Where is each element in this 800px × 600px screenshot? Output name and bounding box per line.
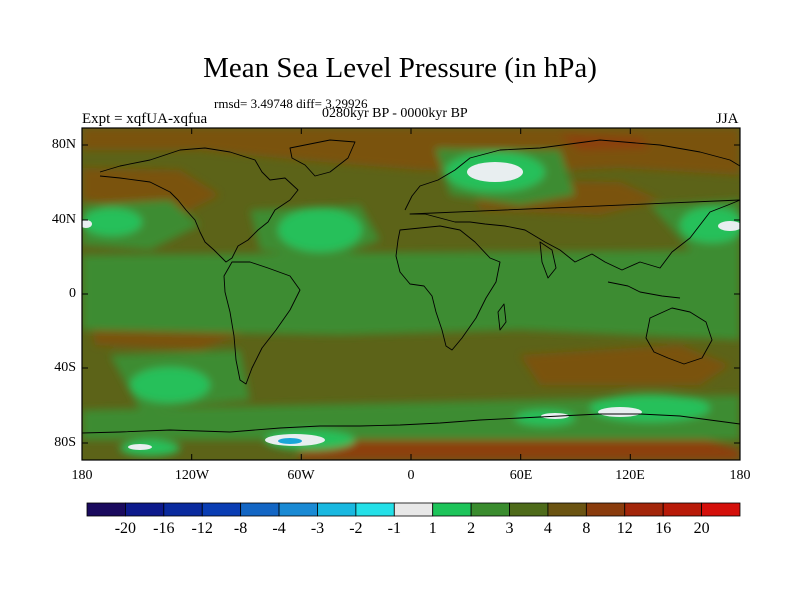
coastlines — [82, 139, 740, 434]
colorbar-label: 12 — [616, 520, 633, 537]
colorbar-label: 8 — [582, 520, 591, 537]
colorbar-label: -16 — [153, 520, 175, 537]
region-low-southern-ocean — [82, 395, 740, 440]
colorbar-label: -3 — [310, 520, 325, 537]
colorbar-label: 20 — [693, 520, 710, 537]
region-low-tropics — [82, 250, 740, 340]
colorbar-box — [624, 502, 664, 517]
lat-label-80s: 80S — [54, 435, 76, 450]
region-high-arctic-core — [560, 135, 650, 150]
coast-greenland — [289, 139, 356, 177]
colorbar-box — [432, 502, 472, 517]
lon-label-120e: 120E — [615, 468, 645, 483]
colorbar-box — [470, 502, 510, 517]
colorbar-box — [317, 502, 357, 517]
region-level1-west-pacific — [82, 220, 92, 228]
lon-label-180e: 180 — [729, 468, 751, 483]
axis-ticks — [82, 128, 740, 460]
colorbar-box — [278, 502, 318, 517]
lon-label-0: 0 — [407, 468, 415, 483]
colorbar-label: 3 — [505, 520, 514, 537]
region-level1-scandinavia — [467, 162, 523, 182]
colorbar — [86, 502, 741, 517]
coast-africa — [395, 225, 501, 351]
coast-indonesia — [607, 281, 681, 299]
colorbar-label: 16 — [655, 520, 672, 537]
lat-label-80n: 80N — [51, 137, 76, 152]
lat-label-40n: 40N — [51, 212, 76, 227]
region-level1-east-pacific — [718, 221, 740, 231]
colorbar-box — [701, 502, 741, 517]
colorbar-label: 2 — [467, 520, 476, 537]
colorbar-label: -12 — [191, 520, 213, 537]
colorbar-label: -20 — [114, 520, 137, 537]
lon-label-180w: 180 — [71, 468, 93, 483]
colorbar-box — [125, 502, 165, 517]
coast-north-america — [99, 147, 299, 263]
colorbar-box — [547, 502, 587, 517]
region-level2-west-pacific — [82, 208, 142, 236]
coast-madagascar — [497, 303, 507, 331]
colorbar-label: -8 — [233, 520, 248, 537]
colorbar-label: -4 — [272, 520, 286, 537]
season-label: JJA — [716, 111, 739, 127]
colorbar-box — [509, 502, 549, 517]
chart-title: Mean Sea Level Pressure (in hPa) — [203, 52, 597, 84]
colorbar-box — [240, 502, 280, 517]
lon-label-120w: 120W — [174, 468, 210, 483]
region-level2-east-pacific — [680, 207, 740, 243]
colorbar-box — [163, 502, 203, 517]
colorbar-box — [393, 502, 434, 517]
region-high-indian-ocean — [520, 345, 730, 385]
coast-india — [539, 241, 557, 279]
colorbar-label: -1 — [387, 520, 401, 537]
region-level-minus2-weddell — [278, 438, 302, 444]
coast-australia — [645, 307, 713, 365]
experiment-text: Expt = xqfUA-xqfua — [82, 111, 208, 127]
lon-label-60w: 60W — [287, 468, 315, 483]
coast-eurasia — [404, 139, 740, 271]
lat-label-0: 0 — [69, 286, 76, 301]
stats-text: rmsd= 3.49748 diff= 3.29926 — [214, 96, 368, 111]
colorbar-box — [662, 502, 702, 517]
region-level1-east-antarctic — [598, 407, 642, 417]
lon-label-60e: 60E — [509, 468, 533, 483]
region-level1-ross — [128, 444, 152, 450]
region-level2-south-pacific — [130, 367, 210, 403]
colorbar-label: 4 — [543, 520, 552, 537]
colorbar-label: 1 — [428, 520, 437, 537]
region-level2-atlantic — [278, 208, 362, 252]
lat-label-40s: 40S — [54, 360, 76, 375]
colorbar-box — [355, 502, 395, 517]
coast-antarctica — [82, 413, 740, 434]
coast-south-america — [223, 261, 301, 385]
colorbar-box — [585, 502, 626, 517]
colorbar-box — [86, 502, 126, 517]
period-text: 0280kyr BP - 0000kyr BP — [322, 106, 468, 121]
colorbar-box — [201, 502, 242, 517]
colorbar-label: -2 — [349, 520, 363, 537]
